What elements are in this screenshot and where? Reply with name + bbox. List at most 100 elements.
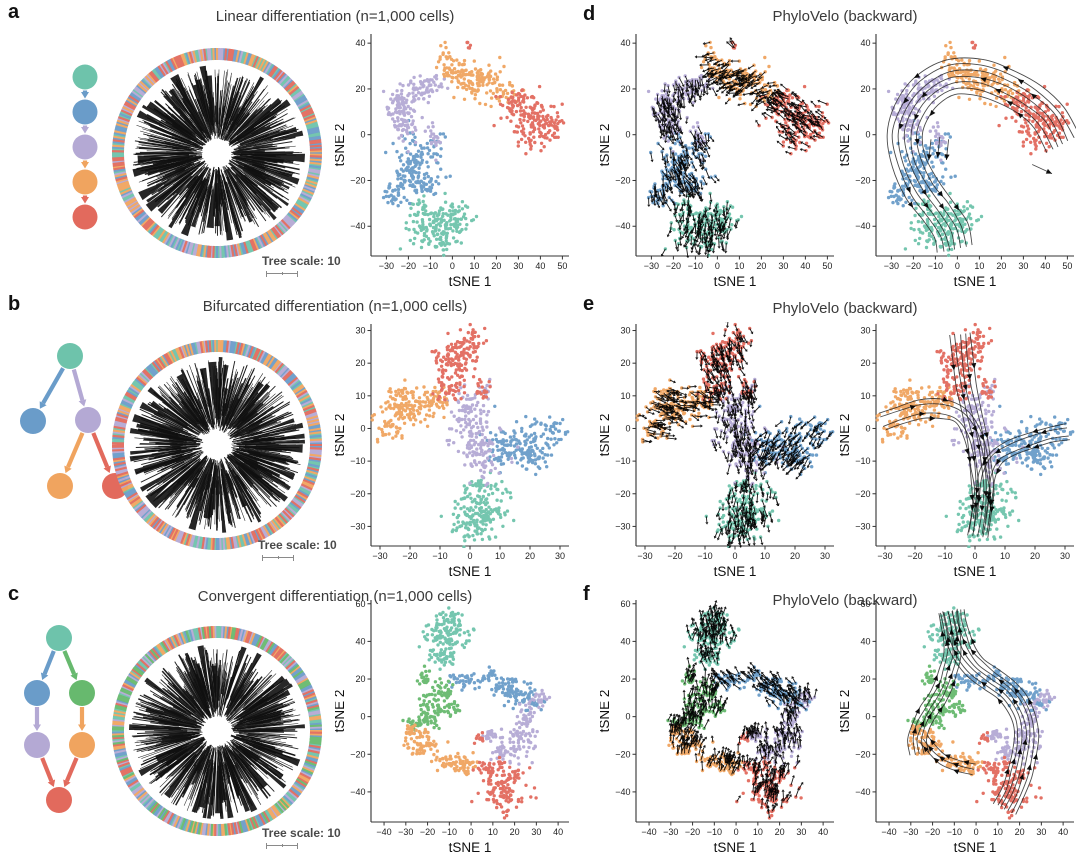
tree-ring <box>111 47 323 259</box>
streamlines <box>886 57 1076 253</box>
cell-state-node-teal <box>46 625 72 651</box>
tree-svg <box>111 339 323 551</box>
svg-text:40: 40 <box>620 38 630 48</box>
tsne-svg: −30 −20 −10 0 10 20 30 40 50 −40 −20 0 20 40 tSNE 1 tSN… <box>335 34 569 289</box>
scatter-points <box>401 606 552 820</box>
panel-label-a: a <box>8 1 20 23</box>
x-axis-label: tSNE 1 <box>449 840 492 855</box>
svg-text:0: 0 <box>625 423 630 433</box>
svg-text:50: 50 <box>822 261 832 271</box>
scatter-points <box>381 40 566 257</box>
svg-text:−30: −30 <box>615 521 630 531</box>
tree-svg <box>111 47 323 259</box>
svg-text:10: 10 <box>355 391 365 401</box>
svg-text:10: 10 <box>760 551 770 561</box>
svg-text:10: 10 <box>469 261 479 271</box>
svg-text:−20: −20 <box>855 175 870 185</box>
svg-text:20: 20 <box>355 84 365 94</box>
schematic-svg <box>20 343 128 499</box>
panel-label-f: f <box>583 583 590 605</box>
tree-scale-c: Tree scale: 10 <box>262 827 341 849</box>
cell-state-node-orange <box>47 473 73 499</box>
tree-ring <box>111 339 323 551</box>
svg-text:30: 30 <box>820 551 830 561</box>
tsne-streamline-plot-d: −30 −20 −10 0 10 20 30 40 50 −40 −20 0 20 40 tSNE 1 tSN… <box>840 26 1080 294</box>
cell-state-node-blue <box>24 680 50 706</box>
panel-title-c: Convergent differentiation (n=1,000 cell… <box>197 588 473 605</box>
axes <box>370 34 569 257</box>
cell-state-node-green <box>69 680 95 706</box>
tree-scale-label: Tree scale: 10 <box>262 826 341 840</box>
svg-text:−20: −20 <box>350 489 365 499</box>
x-axis-label: tSNE 1 <box>714 840 757 855</box>
x-axis-label: tSNE 1 <box>714 274 757 289</box>
svg-text:−20: −20 <box>615 175 630 185</box>
svg-text:40: 40 <box>860 38 870 48</box>
svg-text:20: 20 <box>756 261 766 271</box>
cell-state-node-purple <box>75 407 101 433</box>
svg-text:−20: −20 <box>906 261 921 271</box>
x-axis-label: tSNE 1 <box>449 274 492 289</box>
tsne-svg: −30 −20 −10 0 10 20 30 −30 −20 −10 0 10 20 30 tSNE 1 tS… <box>600 322 835 579</box>
schematic-nodes <box>72 64 98 230</box>
y-axis-label: tSNE 2 <box>335 690 347 733</box>
svg-text:20: 20 <box>355 358 365 368</box>
cell-state-node-blue <box>20 408 46 434</box>
svg-text:−30: −30 <box>379 261 394 271</box>
svg-text:−10: −10 <box>688 261 703 271</box>
tree-scale-bar <box>262 555 294 561</box>
cell-state-node-blue <box>72 99 98 125</box>
velocity-arrows <box>637 322 834 548</box>
svg-text:−30: −30 <box>637 551 652 561</box>
tree-scale-label: Tree scale: 10 <box>258 538 337 552</box>
svg-text:−30: −30 <box>884 261 899 271</box>
svg-text:−40: −40 <box>615 221 630 231</box>
phylogenetic-tree-a <box>100 34 340 274</box>
svg-text:0: 0 <box>467 551 472 561</box>
tick-labels: −30 −20 −10 0 10 20 30 40 50 −40 −20 0 20 40 <box>350 38 567 271</box>
tree-scale-a: Tree scale: 10 <box>262 255 341 277</box>
tsne-svg: −30 −20 −10 0 10 20 30 40 50 −40 −20 0 20 40 tSNE 1 tSN… <box>840 34 1076 289</box>
axes <box>875 34 1074 257</box>
svg-text:−10: −10 <box>615 456 630 466</box>
schematic-nodes <box>24 625 95 813</box>
axes <box>875 600 1074 823</box>
svg-text:10: 10 <box>620 391 630 401</box>
differentiation-schematic-a <box>45 62 135 232</box>
svg-text:−20: −20 <box>615 489 630 499</box>
svg-text:0: 0 <box>732 551 737 561</box>
svg-text:−30: −30 <box>372 551 387 561</box>
svg-text:−10: −10 <box>432 551 447 561</box>
schematic-edges <box>81 90 89 204</box>
svg-text:10: 10 <box>974 261 984 271</box>
svg-text:30: 30 <box>555 551 565 561</box>
x-axis-label: tSNE 1 <box>954 274 997 289</box>
svg-text:20: 20 <box>525 551 535 561</box>
svg-text:0: 0 <box>450 261 455 271</box>
tree-scale-label: Tree scale: 10 <box>262 254 341 268</box>
svg-text:0: 0 <box>625 130 630 140</box>
cell-state-node-teal <box>72 64 98 90</box>
tsne-streamline-plot-f: −40 −30 −20 −10 0 10 20 30 40 −40 −20 0 20 40 60 tSNE 1… <box>840 592 1080 860</box>
svg-text:10: 10 <box>495 551 505 561</box>
tsne-plot-b: −30 −20 −10 0 10 20 30 −30 −20 −10 0 10 20 30 tSNE 1 tS… <box>335 316 575 584</box>
svg-text:−20: −20 <box>667 551 682 561</box>
tree-scale-bar <box>266 271 298 277</box>
svg-text:−20: −20 <box>401 261 416 271</box>
schematic-svg <box>72 64 98 230</box>
svg-text:20: 20 <box>790 551 800 561</box>
svg-text:0: 0 <box>360 423 365 433</box>
svg-text:0: 0 <box>955 261 960 271</box>
svg-text:−10: −10 <box>697 551 712 561</box>
svg-text:0: 0 <box>715 261 720 271</box>
differentiation-schematic-b <box>8 336 158 521</box>
tree-branches <box>129 357 305 533</box>
tree-ring <box>111 625 323 837</box>
tree-branches <box>132 65 305 241</box>
panel-title-e: PhyloVelo (backward) <box>772 300 918 317</box>
cell-state-node-orange <box>69 732 95 758</box>
